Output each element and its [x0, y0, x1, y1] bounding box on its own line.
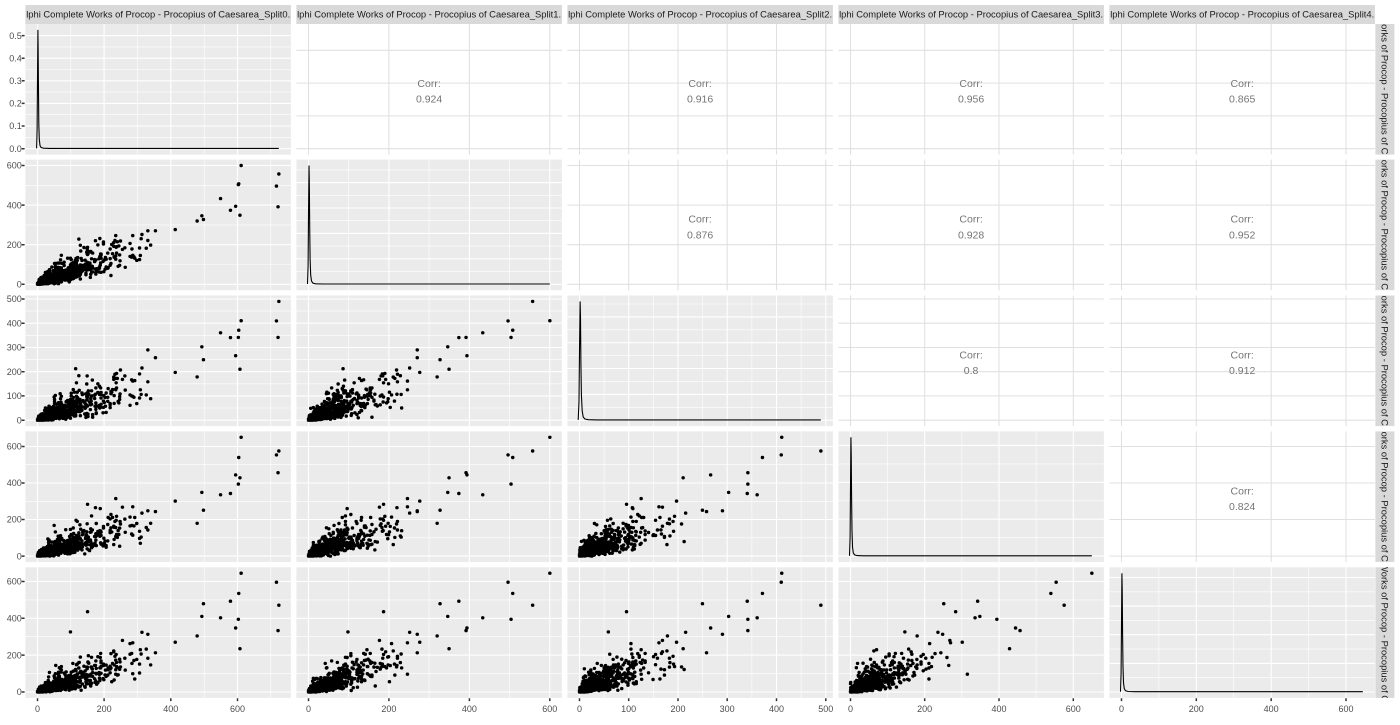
- svg-text:Corr:: Corr:: [959, 78, 982, 90]
- svg-text:400: 400: [7, 478, 22, 488]
- svg-text:orks of Procop - Procopius of: orks of Procop - Procopius of C: [1380, 432, 1391, 562]
- svg-text:200: 200: [1189, 704, 1204, 714]
- svg-text:orks of Procop - Procopius of: orks of Procop - Procopius of C: [1380, 24, 1391, 154]
- svg-text:0.824: 0.824: [1229, 501, 1255, 513]
- svg-text:Corr:: Corr:: [688, 214, 711, 226]
- svg-text:orks of Procop - Procopius of: orks of Procop - Procopius of C: [1380, 160, 1391, 290]
- svg-text:lphi Complete Works of Procop: lphi Complete Works of Procop - Procopiu…: [568, 9, 832, 20]
- svg-text:lphi Complete Works of Procop: lphi Complete Works of Procop - Procopiu…: [297, 9, 561, 20]
- svg-text:0: 0: [848, 704, 853, 714]
- svg-text:400: 400: [163, 704, 178, 714]
- svg-text:0.5: 0.5: [9, 31, 22, 41]
- svg-text:orks of Procop - Procopius of: orks of Procop - Procopius of C: [1380, 296, 1391, 426]
- svg-text:600: 600: [7, 442, 22, 452]
- svg-text:600: 600: [230, 704, 245, 714]
- svg-text:0.2: 0.2: [9, 99, 22, 109]
- svg-text:400: 400: [7, 200, 22, 210]
- svg-text:0: 0: [17, 551, 22, 561]
- svg-text:600: 600: [1338, 704, 1353, 714]
- svg-text:lphi Complete Works of Procop: lphi Complete Works of Procop - Procopiu…: [26, 9, 290, 20]
- svg-text:0: 0: [17, 687, 22, 697]
- svg-text:0.865: 0.865: [1229, 94, 1255, 106]
- svg-text:600: 600: [542, 704, 557, 714]
- svg-text:400: 400: [1264, 704, 1279, 714]
- svg-text:Corr:: Corr:: [1231, 78, 1254, 90]
- svg-text:200: 200: [7, 240, 22, 250]
- svg-text:400: 400: [462, 704, 477, 714]
- svg-text:Corr:: Corr:: [417, 78, 440, 90]
- svg-text:Corr:: Corr:: [1231, 486, 1254, 498]
- svg-text:200: 200: [381, 704, 396, 714]
- svg-text:500: 500: [7, 294, 22, 304]
- svg-text:400: 400: [991, 704, 1006, 714]
- svg-text:0: 0: [17, 280, 22, 290]
- svg-text:0.956: 0.956: [958, 94, 984, 106]
- svg-text:0.916: 0.916: [687, 94, 713, 106]
- svg-text:lphi Complete Works of Procop: lphi Complete Works of Procop - Procopiu…: [839, 9, 1103, 20]
- svg-text:100: 100: [621, 704, 636, 714]
- svg-text:300: 300: [7, 343, 22, 353]
- svg-text:500: 500: [818, 704, 833, 714]
- svg-text:100: 100: [7, 391, 22, 401]
- svg-text:Corr:: Corr:: [959, 350, 982, 362]
- svg-text:Corr:: Corr:: [1231, 214, 1254, 226]
- svg-text:400: 400: [7, 318, 22, 328]
- svg-text:200: 200: [97, 704, 112, 714]
- svg-text:0.1: 0.1: [9, 121, 22, 131]
- svg-text:0.924: 0.924: [416, 94, 442, 106]
- svg-text:0.4: 0.4: [9, 53, 22, 63]
- svg-text:200: 200: [670, 704, 685, 714]
- svg-text:Corr:: Corr:: [688, 78, 711, 90]
- svg-text:600: 600: [7, 161, 22, 171]
- svg-text:200: 200: [7, 367, 22, 377]
- svg-text:0.912: 0.912: [1229, 365, 1255, 377]
- svg-text:Corr:: Corr:: [1231, 350, 1254, 362]
- svg-text:0.0: 0.0: [9, 144, 22, 154]
- svg-text:400: 400: [7, 614, 22, 624]
- svg-text:200: 200: [7, 650, 22, 660]
- svg-text:0.3: 0.3: [9, 76, 22, 86]
- svg-text:0.8: 0.8: [964, 365, 979, 377]
- svg-text:0: 0: [306, 704, 311, 714]
- svg-text:600: 600: [1066, 704, 1081, 714]
- svg-text:200: 200: [917, 704, 932, 714]
- svg-text:400: 400: [769, 704, 784, 714]
- svg-text:300: 300: [720, 704, 735, 714]
- svg-text:0.928: 0.928: [958, 229, 984, 241]
- svg-text:0: 0: [577, 704, 582, 714]
- svg-text:Works of Procop - Procopius of: Works of Procop - Procopius of C: [1380, 563, 1391, 702]
- svg-text:200: 200: [7, 515, 22, 525]
- svg-text:lphi Complete Works of Procop: lphi Complete Works of Procop - Procopiu…: [1110, 9, 1374, 20]
- svg-text:Corr:: Corr:: [959, 214, 982, 226]
- svg-text:0: 0: [35, 704, 40, 714]
- svg-text:0.952: 0.952: [1229, 229, 1255, 241]
- svg-text:0: 0: [1119, 704, 1124, 714]
- svg-text:0.876: 0.876: [687, 229, 713, 241]
- svg-text:0: 0: [17, 415, 22, 425]
- svg-text:600: 600: [7, 577, 22, 587]
